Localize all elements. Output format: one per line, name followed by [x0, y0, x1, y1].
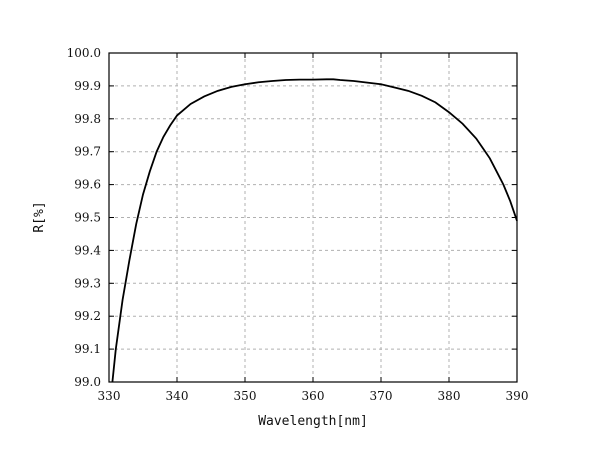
- y-tick-label: 99.3: [74, 276, 101, 290]
- series-line: [111, 78, 518, 383]
- y-tick-label: 99.1: [74, 342, 101, 356]
- y-tick-label: 99.8: [74, 112, 101, 126]
- y-ticks: 99.0 99.1 99.2 99.3 99.4 99.5 99.6 99.7 99.8 99.9…: [67, 46, 517, 389]
- y-tick-label: 99.0: [74, 375, 101, 389]
- x-ticks: 330 340 350 360 370 380 390: [98, 53, 529, 403]
- x-axis-title: Wavelength[nm]: [258, 414, 368, 429]
- grid: [109, 53, 517, 382]
- y-tick-label: 99.7: [74, 145, 101, 159]
- y-tick-label: 100.0: [67, 46, 101, 60]
- x-tick-label: 330: [98, 389, 121, 403]
- x-tick-label: 340: [166, 389, 189, 403]
- y-tick-label: 99.9: [74, 79, 101, 93]
- x-tick-label: 380: [438, 389, 461, 403]
- y-tick-label: 99.2: [74, 309, 101, 323]
- y-tick-label: 99.4: [74, 243, 101, 257]
- y-tick-label: 99.6: [74, 178, 101, 192]
- y-tick-label: 99.5: [74, 211, 101, 225]
- y-axis-title: R[%]: [32, 201, 47, 232]
- x-tick-label: 350: [234, 389, 257, 403]
- x-tick-label: 370: [370, 389, 393, 403]
- x-tick-label: 360: [302, 389, 325, 403]
- x-tick-label: 390: [506, 389, 529, 403]
